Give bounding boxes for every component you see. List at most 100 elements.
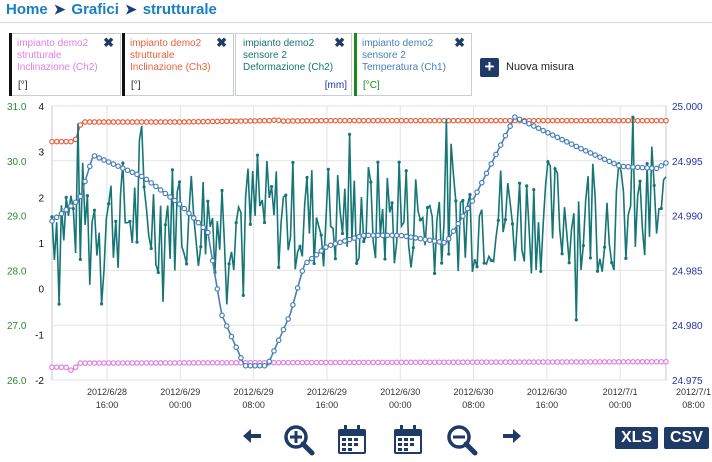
- series-point: [578, 117, 584, 124]
- add-measure-button[interactable]: +: [480, 58, 499, 77]
- series-point: [153, 183, 159, 190]
- series-point: [234, 220, 238, 225]
- series-point: [124, 167, 131, 174]
- series-point: [209, 359, 216, 366]
- series-point: [304, 259, 310, 266]
- series-point: [460, 213, 466, 219]
- series-point: [186, 360, 192, 366]
- series-point: [337, 359, 343, 366]
- series-point: [219, 312, 225, 319]
- series-card[interactable]: ✖ impianto demo2 sensore 2 Temperatura (…: [354, 33, 472, 96]
- add-measure-label[interactable]: Nuova misura: [506, 61, 574, 73]
- series-point: [304, 359, 310, 366]
- chevron-right-icon: ➤: [124, 1, 137, 17]
- series-point: [209, 257, 216, 264]
- series-point: [427, 359, 433, 366]
- series-point: [142, 185, 146, 189]
- series-point: [238, 355, 244, 361]
- y-tick-label: 29.0: [7, 212, 27, 223]
- series-card[interactable]: ✖ impianto demo2 strutturale Inclinazion…: [9, 33, 121, 96]
- series-point: [195, 360, 202, 366]
- series-point: [488, 117, 495, 124]
- series-point: [559, 136, 565, 143]
- x-tick-label: 2012/7/1: [603, 387, 638, 397]
- close-icon[interactable]: ✖: [454, 35, 465, 50]
- series-point: [351, 235, 358, 241]
- series-card-unit: [°]: [18, 80, 28, 91]
- series-point: [422, 117, 428, 124]
- series-point: [554, 359, 561, 365]
- series-point: [526, 120, 532, 127]
- series-point: [308, 117, 315, 124]
- series-card-accent: [354, 33, 357, 96]
- close-icon[interactable]: ✖: [216, 35, 227, 50]
- series-point: [271, 117, 277, 124]
- series-point: [96, 155, 103, 161]
- y-tick-label: 31.0: [7, 102, 27, 113]
- series-point: [313, 117, 320, 124]
- xls-download-button[interactable]: XLS: [615, 427, 659, 449]
- series-point: [379, 232, 386, 239]
- series-point: [82, 178, 88, 185]
- zoom-in-icon[interactable]: [283, 424, 315, 461]
- chevron-right-icon: ➤: [53, 1, 66, 17]
- series-card-channel: Deformazione (Ch2): [243, 62, 334, 73]
- series-point: [408, 234, 414, 240]
- series-point: [220, 188, 224, 193]
- csv-download-button[interactable]: CSV: [664, 427, 709, 449]
- series-point: [530, 117, 537, 124]
- series-point: [347, 132, 352, 136]
- series-point: [148, 180, 154, 186]
- series-point: [356, 233, 362, 240]
- series-point: [549, 132, 556, 138]
- series-point: [535, 359, 542, 365]
- series-point: [582, 117, 589, 124]
- series-point: [356, 359, 362, 366]
- series-point: [262, 220, 267, 225]
- series-point: [186, 210, 192, 217]
- series-card[interactable]: ✖ impianto demo2 sensore 2 Deformazione …: [235, 33, 352, 96]
- series-point: [134, 119, 140, 125]
- breadcrumb-home[interactable]: Home: [6, 1, 48, 18]
- y-tick-label: 4: [38, 102, 44, 113]
- close-icon[interactable]: ✖: [103, 35, 114, 50]
- close-icon[interactable]: ✖: [334, 35, 345, 50]
- series-card-channel: Inclinazione (Ch2): [17, 62, 98, 73]
- series-point: [540, 359, 547, 365]
- breadcrumb-section[interactable]: Grafici: [71, 1, 119, 18]
- series-point: [630, 164, 636, 170]
- series-point: [393, 359, 400, 366]
- x-tick-label: 00:00: [169, 400, 192, 410]
- zoom-out-icon[interactable]: [446, 424, 478, 461]
- arrow-right-icon[interactable]: [500, 424, 524, 453]
- series-point: [445, 359, 452, 366]
- series-point: [625, 359, 632, 365]
- series-point: [294, 359, 301, 366]
- series-point: [644, 117, 650, 124]
- series-point: [663, 358, 669, 365]
- series-point: [110, 119, 117, 125]
- series-point: [389, 232, 395, 239]
- series-point: [53, 214, 60, 221]
- series-point: [447, 252, 451, 256]
- series-point: [601, 117, 608, 124]
- series-card[interactable]: ✖ impianto demo2 strutturale Inclinazion…: [122, 33, 234, 96]
- series-point: [228, 333, 235, 340]
- series-point: [469, 359, 476, 365]
- series-point: [376, 160, 380, 164]
- series-point: [658, 117, 665, 124]
- series-point: [455, 359, 461, 366]
- x-tick-label: 08:00: [462, 400, 485, 410]
- series-point: [390, 201, 394, 205]
- calendar-icon[interactable]: [392, 424, 424, 461]
- series-point: [588, 256, 593, 260]
- series-point: [199, 245, 203, 249]
- chart[interactable]: 2012/6/28 16:00 2012/6/29 00:00 2012/6/29 08:…: [0, 96, 712, 418]
- calendar-icon[interactable]: [336, 424, 368, 461]
- arrow-left-icon[interactable]: [240, 424, 264, 453]
- series-point: [578, 359, 584, 365]
- series-point: [540, 127, 547, 134]
- series-point: [333, 257, 337, 261]
- series-card-accent: [122, 33, 125, 96]
- series-point: [205, 360, 211, 366]
